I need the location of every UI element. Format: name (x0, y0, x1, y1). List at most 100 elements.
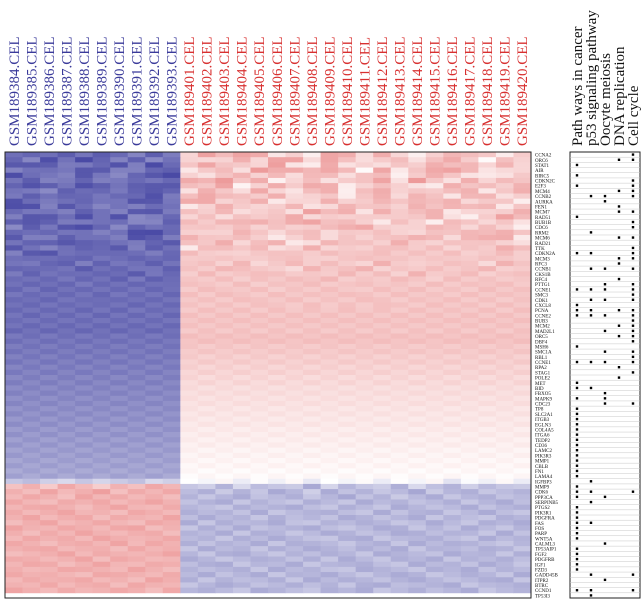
heatmap-cell (355, 463, 374, 469)
heatmap-cell (320, 421, 339, 428)
heatmap-cell (127, 375, 146, 381)
heatmap-cell (495, 478, 514, 485)
heatmap-cell (197, 193, 216, 200)
gene-label: BUB1B (535, 221, 552, 226)
heatmap-cell (303, 380, 321, 386)
heatmap-cell (250, 209, 269, 215)
heatmap-cell (250, 385, 269, 391)
heatmap-cell (460, 395, 479, 402)
pathway-member-dot (631, 589, 635, 592)
heatmap-cell (478, 494, 497, 500)
pathway-member-dot (575, 552, 579, 556)
heatmap-cell (145, 468, 164, 474)
heatmap-cell (495, 432, 514, 438)
heatmap-cell (110, 307, 129, 314)
heatmap-cell (355, 333, 374, 340)
heatmap-cell (513, 582, 532, 589)
heatmap-cell (75, 426, 94, 433)
heatmap-cell (425, 271, 444, 277)
heatmap-cell (215, 561, 234, 568)
heatmap-cell (268, 172, 286, 179)
heatmap-cell (75, 255, 94, 262)
heatmap-cell (5, 494, 23, 500)
heatmap-cell (57, 203, 76, 210)
heatmap-cell (268, 203, 286, 210)
heatmap-cell (215, 255, 234, 262)
heatmap-cell (478, 292, 497, 298)
heatmap-cell (5, 572, 23, 578)
heatmap-cell (57, 411, 76, 417)
heatmap-cell (513, 546, 532, 552)
heatmap-cell (75, 509, 94, 516)
heatmap-cell (268, 457, 286, 464)
heatmap-cell (390, 286, 409, 293)
heatmap-cell (92, 203, 111, 210)
heatmap-cell (478, 577, 497, 583)
heatmap-cell (197, 520, 216, 526)
heatmap-cell (215, 525, 234, 531)
heatmap-cell (92, 390, 111, 397)
heatmap-cell (338, 297, 357, 303)
heatmap-cell (408, 354, 427, 360)
heatmap-cell (162, 556, 181, 563)
heatmap-cell (268, 504, 286, 511)
heatmap-cell (232, 281, 251, 288)
heatmap-cell (40, 525, 58, 531)
heatmap-cell (145, 572, 164, 578)
heatmap-cell (513, 572, 532, 578)
heatmap-cell (5, 556, 23, 563)
heatmap-cell (162, 307, 181, 314)
heatmap-cell (355, 494, 374, 500)
heatmap-cell (232, 483, 251, 490)
heatmap-cell (162, 203, 181, 210)
heatmap-cell (250, 292, 269, 298)
heatmap-cell (338, 494, 357, 500)
heatmap-cell (303, 561, 321, 568)
pathway-label: DNA replication (612, 46, 628, 146)
heatmap-cell (110, 447, 129, 454)
heatmap-cell (40, 504, 58, 511)
heatmap-cell (75, 400, 94, 407)
heatmap-cell (338, 437, 357, 443)
heatmap-cell (338, 198, 357, 205)
heatmap-cell (268, 167, 286, 174)
heatmap-cell (320, 535, 339, 542)
heatmap-cell (145, 432, 164, 438)
heatmap-cell (338, 229, 357, 236)
heatmap-cell (285, 447, 304, 454)
heatmap-cell (180, 520, 199, 526)
heatmap-cell (390, 338, 409, 345)
heatmap-cell (513, 162, 532, 168)
heatmap-cell (320, 504, 339, 511)
gene-label: WNT5A (535, 537, 553, 542)
heatmap-cell (285, 276, 304, 283)
heatmap-cell (232, 152, 251, 158)
heatmap-cell (460, 266, 479, 272)
heatmap-cell (5, 411, 23, 417)
heatmap-cell (250, 432, 269, 438)
heatmap-cell (390, 395, 409, 402)
heatmap-cell (478, 452, 497, 459)
heatmap-cell (285, 494, 304, 500)
heatmap-cell (425, 457, 444, 464)
heatmap-cell (250, 229, 269, 236)
heatmap-cell (232, 489, 251, 495)
heatmap-cell (425, 540, 444, 547)
heatmap-cell (373, 437, 392, 443)
gene-label: SERPINB5 (535, 501, 559, 506)
heatmap-cell (408, 312, 427, 319)
heatmap-cell (303, 229, 321, 236)
heatmap-cell (250, 369, 269, 376)
heatmap-cell (92, 551, 111, 557)
heatmap-cell (197, 229, 216, 236)
heatmap-cell (110, 509, 129, 516)
heatmap-cell (460, 307, 479, 314)
heatmap-cell (425, 551, 444, 557)
heatmap-cell (408, 240, 427, 246)
heatmap-cell (513, 323, 532, 329)
heatmap-cell (162, 416, 181, 423)
heatmap-cell (408, 302, 427, 308)
heatmap-cell (110, 463, 129, 469)
heatmap-cell (75, 520, 94, 526)
heatmap-cell (215, 338, 234, 345)
